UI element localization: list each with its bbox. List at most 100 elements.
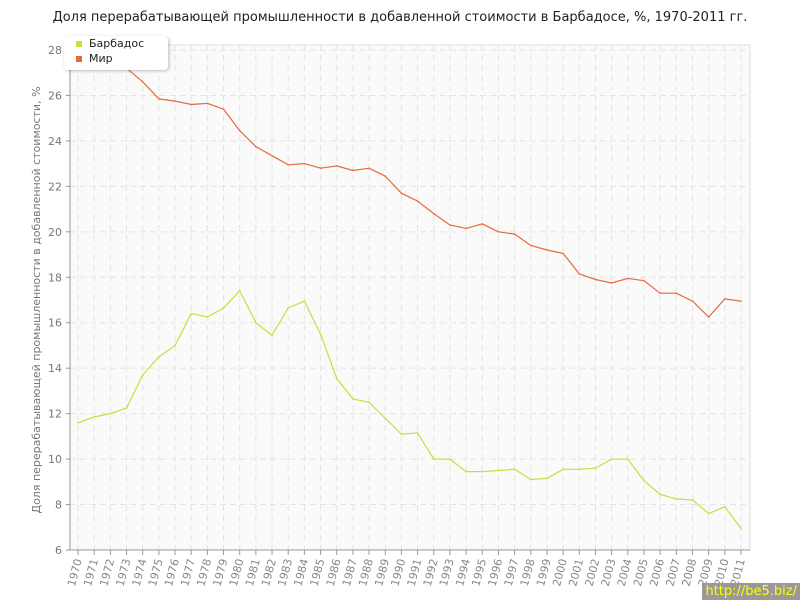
data-point: [529, 478, 532, 481]
data-point: [238, 290, 241, 292]
y-tick-label: 10: [48, 453, 62, 466]
data-point: [513, 468, 516, 471]
series-line-world: [77, 56, 742, 318]
series-line-barbados: [77, 289, 742, 529]
y-tick-label: 14: [48, 362, 62, 375]
y-tick-label: 20: [48, 226, 62, 239]
data-point: [481, 223, 484, 225]
data-point: [578, 273, 581, 275]
data-point: [691, 300, 694, 302]
data-point: [303, 300, 306, 302]
data-point: [287, 307, 290, 309]
data-point: [319, 167, 322, 169]
data-point: [238, 129, 241, 132]
y-tick-label: 28: [48, 44, 62, 57]
data-point: [222, 108, 225, 110]
data-point: [594, 278, 597, 281]
data-point: [643, 479, 645, 482]
data-point: [724, 506, 726, 508]
data-point: [335, 377, 338, 380]
y-tick-label: 22: [48, 180, 62, 193]
data-point: [432, 212, 435, 215]
y-tick-label: 18: [48, 271, 62, 284]
data-point: [627, 458, 629, 460]
data-point: [707, 316, 710, 318]
data-point: [497, 231, 500, 233]
data-point: [610, 458, 613, 460]
chart-title: Доля перерабатывающей промышленности в д…: [52, 10, 748, 25]
data-point: [158, 98, 160, 100]
legend-label: Барбадос: [89, 37, 145, 50]
y-tick-label: 12: [48, 408, 62, 421]
data-point: [610, 282, 613, 284]
data-point: [481, 470, 484, 473]
data-point: [352, 169, 354, 172]
data-point: [303, 162, 306, 165]
data-point: [335, 165, 338, 167]
y-axis-label: Доля перерабатывающей промышленности в д…: [30, 86, 43, 513]
data-point: [109, 412, 112, 415]
data-point: [174, 100, 176, 102]
data-point: [77, 421, 79, 424]
data-point: [158, 356, 160, 358]
legend-swatch: [76, 56, 82, 62]
data-point: [675, 498, 678, 500]
data-point: [432, 458, 435, 460]
data-point: [400, 192, 403, 194]
data-point: [93, 416, 95, 418]
data-point: [206, 316, 209, 318]
data-point: [465, 470, 467, 473]
data-point: [529, 244, 532, 247]
data-point: [740, 527, 742, 530]
data-point: [465, 227, 467, 230]
y-tick-label: 6: [55, 544, 62, 557]
data-point: [352, 398, 354, 400]
data-point: [416, 200, 419, 202]
data-point: [546, 477, 548, 480]
data-point: [691, 499, 694, 501]
data-point: [174, 344, 176, 347]
data-point: [368, 167, 370, 169]
plot-area: [69, 44, 751, 551]
data-point: [255, 145, 257, 148]
data-point: [546, 249, 548, 251]
legend-swatch: [76, 41, 82, 47]
data-point: [449, 458, 451, 460]
data-point: [400, 433, 403, 435]
data-point: [206, 102, 209, 105]
data-point: [125, 407, 128, 409]
data-point: [141, 374, 144, 376]
data-point: [190, 312, 192, 315]
legend-item-world[interactable]: Мир: [76, 52, 113, 66]
data-point: [190, 103, 192, 106]
watermark-link[interactable]: http://be5.biz/: [702, 583, 800, 600]
data-point: [271, 334, 273, 337]
data-point: [724, 298, 726, 300]
data-point: [449, 224, 451, 226]
data-point: [627, 277, 629, 280]
data-point: [562, 252, 564, 255]
legend: Барбадос Мир: [64, 36, 168, 70]
data-point: [578, 468, 581, 471]
data-point: [643, 279, 645, 282]
data-point: [562, 468, 564, 471]
legend-item-barbados[interactable]: Барбадос: [76, 37, 145, 51]
data-point: [368, 401, 370, 404]
data-point: [141, 81, 144, 83]
data-point: [287, 163, 290, 166]
y-tick-label: 26: [48, 89, 62, 102]
y-tick-label: 16: [48, 317, 62, 330]
data-point: [384, 417, 387, 419]
data-point: [255, 321, 257, 324]
data-point: [497, 469, 500, 472]
data-point: [319, 333, 322, 335]
legend-label: Мир: [89, 52, 113, 65]
data-point: [594, 467, 597, 469]
data-point: [222, 307, 225, 309]
data-point: [740, 300, 742, 302]
data-point: [659, 493, 661, 496]
data-point: [384, 175, 387, 177]
data-point: [675, 292, 678, 294]
y-tick-label: 8: [55, 499, 62, 512]
